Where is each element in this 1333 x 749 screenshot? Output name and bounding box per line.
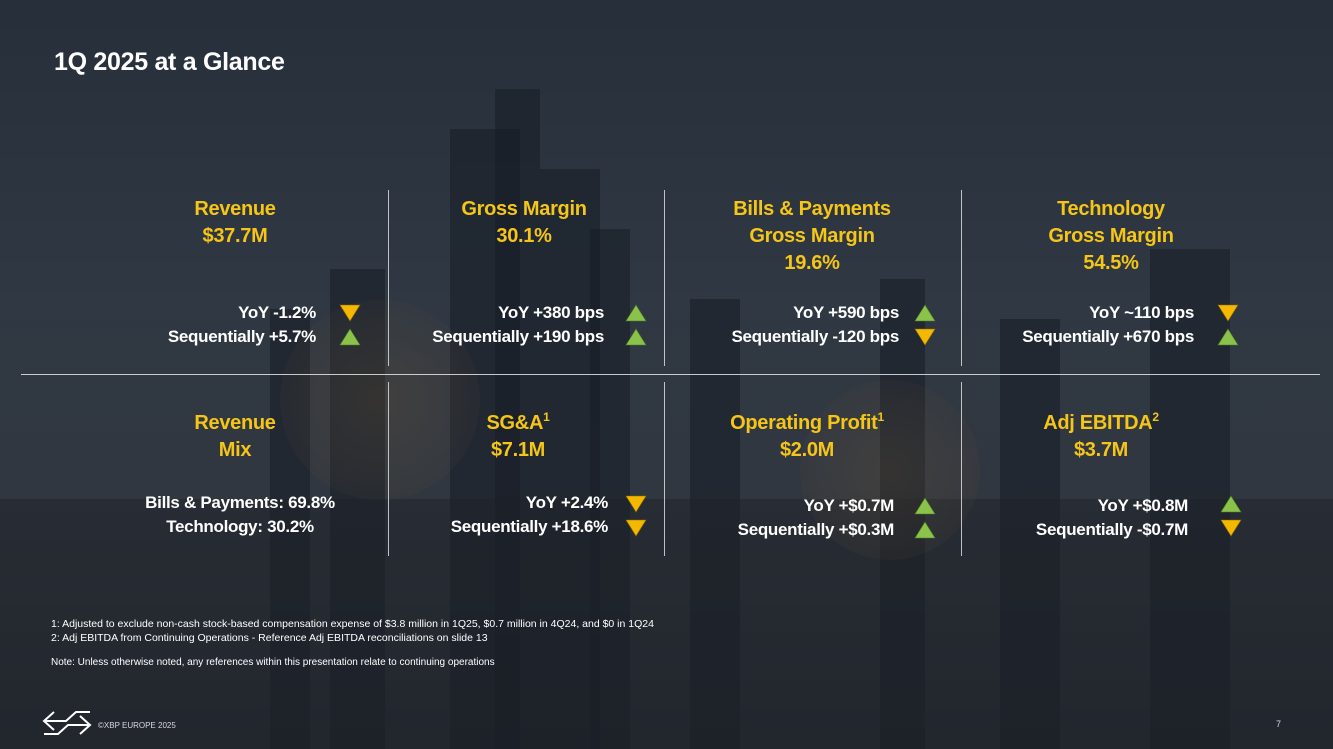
gross-margin-sequential: Sequentially +190 bps [432, 327, 604, 346]
bills-payments-metrics: YoY +590 bps Sequentially -120 bps [675, 301, 899, 349]
triangle-down-icon [1220, 519, 1242, 537]
copyright: ©XBP EUROPE 2025 [98, 721, 176, 730]
vertical-divider [388, 190, 389, 366]
vertical-divider [664, 190, 665, 366]
bills-payments-yoy: YoY +590 bps [793, 303, 899, 322]
xbp-logo-icon [42, 711, 92, 735]
sga-metrics: YoY +2.4% Sequentially +18.6% [390, 491, 609, 539]
adj-ebitda-sequential: Sequentially -$0.7M [1035, 520, 1188, 539]
triangle-up-icon [1220, 495, 1242, 513]
triangle-down-icon [1217, 304, 1239, 322]
adj-ebitda-value: $3.7M [1073, 439, 1129, 461]
bills-payments-sublabel: Gross Margin [749, 225, 875, 247]
technology-heading: Technology Gross Margin 54.5% [1001, 196, 1221, 277]
adj-ebitda-heading: Adj EBITDA2 $3.7M [1001, 410, 1201, 464]
footnote-1: 1: Adjusted to exclude non-cash stock-ba… [51, 618, 654, 630]
revenue-mix-technology: Technology: 30.2% [166, 517, 314, 536]
adj-ebitda-label: Adj EBITDA [1043, 412, 1153, 434]
operating-profit-value: $2.0M [779, 439, 835, 461]
triangle-up-icon [625, 304, 647, 322]
triangle-down-icon [339, 304, 361, 322]
revenue-mix-label: Revenue [194, 412, 276, 434]
page-number: 7 [1276, 719, 1282, 729]
vertical-divider [388, 382, 389, 556]
technology-sublabel: Gross Margin [1048, 225, 1174, 247]
gross-margin-heading: Gross Margin 30.1% [424, 196, 624, 250]
vertical-divider [961, 382, 962, 556]
technology-value: 54.5% [1083, 252, 1139, 274]
revenue-label: Revenue [194, 198, 276, 220]
adj-ebitda-metrics: YoY +$0.8M Sequentially -$0.7M [970, 494, 1188, 542]
gross-margin-yoy: YoY +380 bps [498, 303, 604, 322]
sga-heading: SG&A1 $7.1M [418, 410, 618, 464]
sga-label: SG&A [486, 412, 544, 434]
vertical-divider [961, 190, 962, 366]
revenue-mix-heading: Revenue Mix [135, 410, 335, 464]
operating-profit-yoy: YoY +$0.7M [803, 496, 895, 515]
technology-label: Technology [1057, 198, 1165, 220]
triangle-down-icon [625, 495, 647, 513]
sga-value: $7.1M [490, 439, 546, 461]
revenue-mix-sublabel: Mix [218, 439, 252, 461]
bills-payments-sequential: Sequentially -120 bps [731, 327, 899, 346]
horizontal-divider [21, 374, 1320, 375]
footnotes: 1: Adjusted to exclude non-cash stock-ba… [51, 617, 654, 645]
triangle-up-icon [914, 304, 936, 322]
triangle-down-icon [625, 519, 647, 537]
bills-payments-label: Bills & Payments [733, 198, 891, 220]
technology-metrics: YoY ~110 bps Sequentially +670 bps [970, 301, 1194, 349]
technology-sequential: Sequentially +670 bps [1022, 327, 1194, 346]
revenue-sequential: Sequentially +5.7% [167, 327, 316, 346]
triangle-up-icon [914, 521, 936, 539]
operating-profit-sequential: Sequentially +$0.3M [737, 520, 895, 539]
adj-ebitda-yoy: YoY +$0.8M [1097, 496, 1189, 515]
gross-margin-metrics: YoY +380 bps Sequentially +190 bps [380, 301, 604, 349]
triangle-up-icon [625, 328, 647, 346]
gross-margin-value: 30.1% [496, 225, 552, 247]
gross-margin-label: Gross Margin [461, 198, 587, 220]
triangle-up-icon [914, 497, 936, 515]
operating-profit-heading: Operating Profit1 $2.0M [702, 410, 912, 464]
technology-yoy: YoY ~110 bps [1089, 303, 1194, 322]
operating-profit-label: Operating Profit [730, 412, 878, 434]
revenue-mix-lines: Bills & Payments: 69.8% Technology: 30.2… [110, 491, 370, 539]
sga-footnote-ref: 1 [543, 410, 550, 424]
adj-ebitda-footnote-ref: 2 [1152, 410, 1159, 424]
revenue-value: $37.7M [202, 225, 268, 247]
sga-yoy: YoY +2.4% [525, 493, 609, 512]
revenue-heading: Revenue $37.7M [135, 196, 335, 250]
triangle-up-icon [1217, 328, 1239, 346]
footnote-2: 2: Adj EBITDA from Continuing Operations… [51, 632, 488, 644]
triangle-up-icon [339, 328, 361, 346]
page-title: 1Q 2025 at a Glance [54, 48, 285, 76]
operating-profit-metrics: YoY +$0.7M Sequentially +$0.3M [680, 494, 895, 542]
revenue-metrics: YoY -1.2% Sequentially +5.7% [100, 301, 316, 349]
bills-payments-heading: Bills & Payments Gross Margin 19.6% [702, 196, 922, 277]
revenue-mix-bills: Bills & Payments: 69.8% [145, 493, 335, 512]
bills-payments-value: 19.6% [784, 252, 840, 274]
revenue-yoy: YoY -1.2% [238, 303, 316, 322]
sga-sequential: Sequentially +18.6% [450, 517, 609, 536]
vertical-divider [664, 382, 665, 556]
triangle-down-icon [914, 328, 936, 346]
continuing-operations-note: Note: Unless otherwise noted, any refere… [51, 657, 495, 668]
operating-profit-footnote-ref: 1 [877, 410, 885, 424]
